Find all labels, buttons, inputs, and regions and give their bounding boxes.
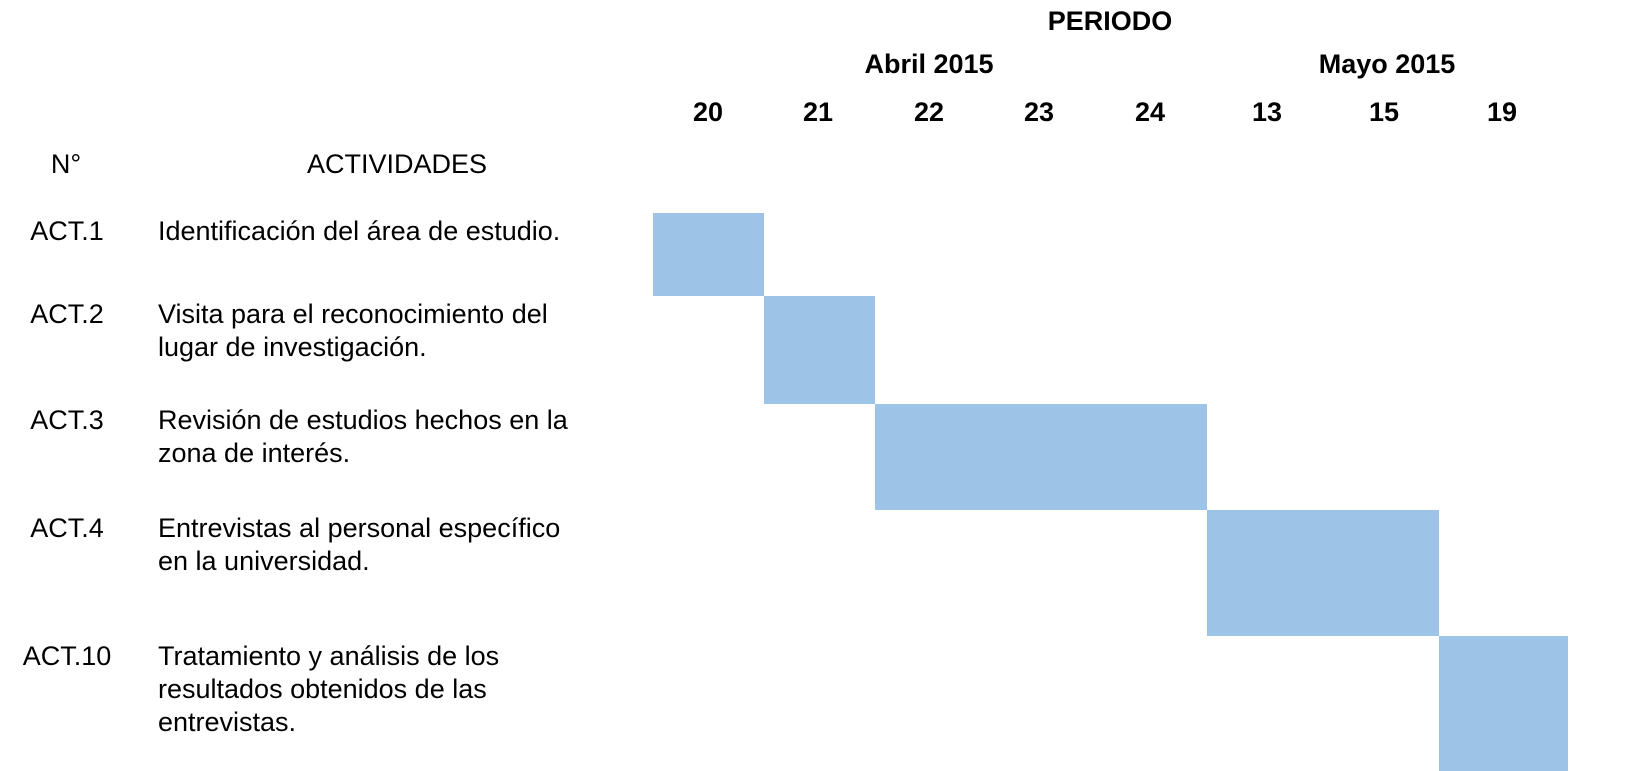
number-header: N° <box>51 149 81 179</box>
activity-id: ACT.1 <box>30 216 104 246</box>
month-label: Mayo 2015 <box>1319 49 1456 79</box>
activity-description: entrevistas. <box>158 707 296 737</box>
activity-description: Identificación del área de estudio. <box>158 216 560 246</box>
activity-block <box>1439 636 1568 771</box>
day-label: 13 <box>1252 97 1282 127</box>
activity-description: lugar de investigación. <box>158 332 427 362</box>
activity-block <box>875 404 1207 510</box>
day-label: 23 <box>1024 97 1054 127</box>
activity-description: Visita para el reconocimiento del <box>158 299 548 329</box>
activity-block <box>764 296 875 404</box>
day-label: 21 <box>803 97 833 127</box>
activity-description: Revisión de estudios hechos en la <box>158 405 569 435</box>
activity-id: ACT.2 <box>30 299 104 329</box>
activity-block <box>1207 510 1439 636</box>
activity-description: Tratamiento y análisis de los <box>158 641 499 671</box>
day-label: 15 <box>1369 97 1399 127</box>
day-label: 19 <box>1487 97 1517 127</box>
day-label: 22 <box>914 97 944 127</box>
activity-description: zona de interés. <box>158 438 350 468</box>
activity-id: ACT.3 <box>30 405 104 435</box>
activity-id: ACT.10 <box>23 641 112 671</box>
period-title: PERIODO <box>1048 6 1173 36</box>
day-label: 24 <box>1135 97 1165 127</box>
activity-description: en la universidad. <box>158 546 370 576</box>
activity-description: resultados obtenidos de las <box>158 674 487 704</box>
activities-header: ACTIVIDADES <box>307 149 487 179</box>
day-label: 20 <box>693 97 723 127</box>
month-label: Abril 2015 <box>864 49 993 79</box>
activity-description: Entrevistas al personal específico <box>158 513 560 543</box>
activity-id: ACT.4 <box>30 513 104 543</box>
activity-block <box>653 213 764 296</box>
